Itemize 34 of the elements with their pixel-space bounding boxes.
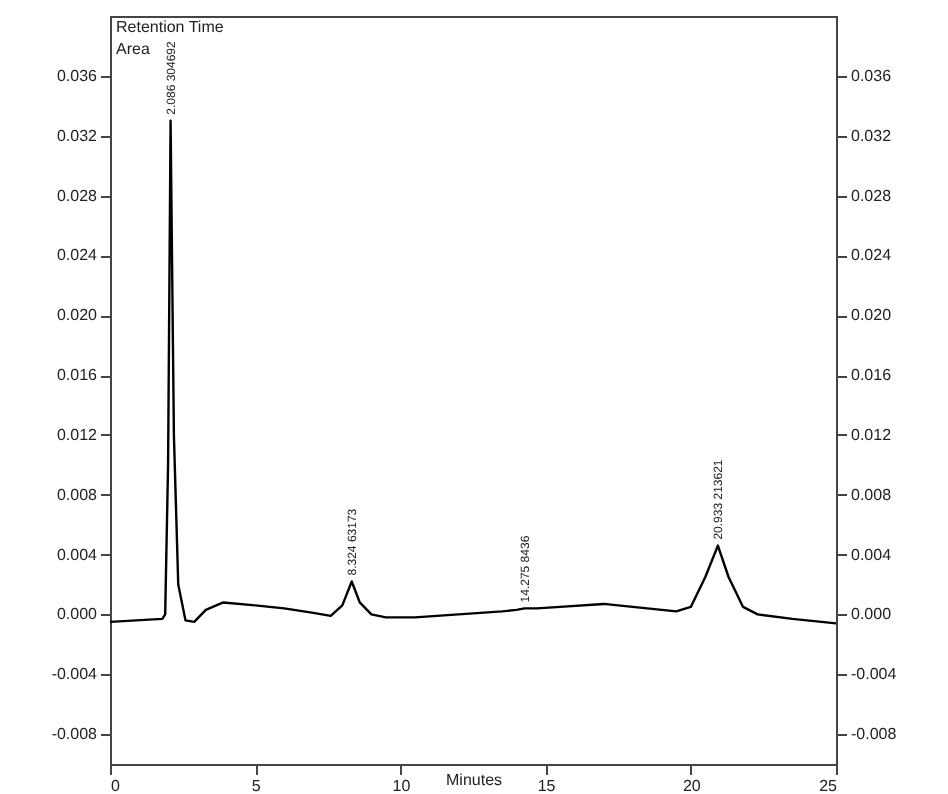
x-tick-label: 25	[819, 777, 839, 794]
x-tick-label: 5	[251, 777, 262, 794]
y-tick-label: -0.004	[51, 665, 99, 684]
x-axis-title: Minutes	[445, 771, 503, 789]
y2-tick-label: 0.036	[851, 66, 893, 85]
y2-tick-label: 0.016	[851, 366, 893, 385]
y-tick-label: 0.016	[56, 366, 99, 385]
line-series	[108, 119, 838, 625]
y2-tick-label: 0.004	[851, 545, 893, 564]
y2-tick-label: 0.000	[851, 605, 893, 624]
y-tick-label: 0.036	[56, 66, 99, 85]
y2-tick-label: 0.024	[851, 246, 893, 265]
y2-tick-label: 0.008	[851, 485, 893, 504]
y-tick-label: 0.004	[56, 545, 99, 564]
y2-tick-label: 0.028	[851, 186, 893, 205]
y-tick-label: 0.012	[56, 425, 99, 444]
y-tick-label: 0.000	[56, 605, 99, 624]
annotation: Retention Time	[116, 18, 225, 36]
x-tick-label: 15	[537, 777, 557, 794]
x-tick-label: 20	[682, 777, 702, 794]
y-tick-label: 0.020	[56, 306, 99, 325]
y-tick-label: 0.024	[56, 246, 99, 265]
y2-tick-label: 0.020	[851, 306, 893, 325]
y2-tick-label: -0.004	[851, 665, 898, 684]
y2-tick-label: 0.032	[851, 126, 893, 145]
y2-tick-label: -0.008	[851, 725, 898, 744]
y-tick-label: 0.032	[56, 126, 99, 145]
y2-tick-label: 0.012	[851, 425, 893, 444]
annotation: Area	[116, 40, 151, 58]
y-tick-label: 0.028	[56, 186, 99, 205]
y-tick-label: -0.008	[51, 725, 99, 744]
y-tick-label: 0.008	[56, 485, 99, 504]
x-tick-label: 10	[392, 777, 412, 794]
x-tick-label: 0	[111, 777, 121, 794]
